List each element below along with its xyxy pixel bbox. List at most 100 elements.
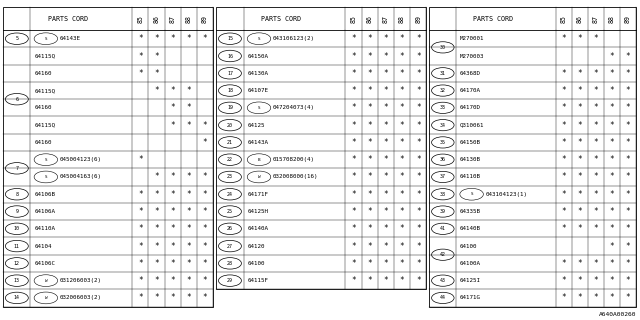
Text: *: * [609,103,614,112]
Text: 37: 37 [440,174,446,180]
Text: 7: 7 [15,166,19,171]
Text: *: * [578,190,582,199]
Text: *: * [593,224,598,233]
Text: *: * [383,103,388,112]
Text: *: * [625,155,630,164]
Text: *: * [383,224,388,233]
Text: *: * [416,103,420,112]
Text: *: * [609,259,614,268]
Text: 64106B: 64106B [35,192,55,197]
Text: S: S [258,106,260,110]
Text: *: * [170,86,175,95]
Text: *: * [138,155,143,164]
Text: *: * [203,121,207,130]
Text: *: * [367,224,372,233]
Text: *: * [367,242,372,251]
Text: *: * [187,121,191,130]
Text: A640A00260: A640A00260 [599,312,637,317]
Text: 043106123(2): 043106123(2) [273,36,315,41]
Text: 86: 86 [577,14,583,22]
Text: *: * [187,293,191,302]
Text: *: * [203,34,207,43]
Text: *: * [400,155,404,164]
Text: *: * [400,172,404,181]
Text: *: * [154,69,159,78]
Text: *: * [562,224,566,233]
Text: *: * [367,207,372,216]
Text: *: * [609,69,614,78]
Text: 64368D: 64368D [460,71,481,76]
Text: 64170A: 64170A [460,88,481,93]
Text: *: * [625,259,630,268]
Text: *: * [383,190,388,199]
Text: 64110A: 64110A [35,226,55,231]
Text: *: * [383,276,388,285]
Text: 39: 39 [440,209,446,214]
Text: *: * [367,190,372,199]
Text: *: * [383,242,388,251]
Text: *: * [593,190,598,199]
Text: *: * [416,69,420,78]
Text: *: * [625,52,630,60]
Text: *: * [187,103,191,112]
Text: 64100: 64100 [460,244,477,249]
Text: *: * [170,224,175,233]
Text: 043104123(1): 043104123(1) [485,192,527,197]
Text: *: * [593,155,598,164]
Text: *: * [383,86,388,95]
Text: *: * [187,259,191,268]
Text: *: * [154,276,159,285]
Text: W: W [45,296,47,300]
Text: 20: 20 [227,123,233,128]
Text: *: * [562,69,566,78]
Text: *: * [383,69,388,78]
Text: 64160: 64160 [35,140,52,145]
Text: 64171G: 64171G [460,295,481,300]
Text: *: * [625,242,630,251]
Text: M270001: M270001 [460,36,484,41]
Text: *: * [154,52,159,60]
Text: *: * [562,138,566,147]
Text: *: * [625,224,630,233]
Text: 64143A: 64143A [248,140,268,145]
Text: 16: 16 [227,53,233,59]
Text: *: * [593,103,598,112]
Text: *: * [138,207,143,216]
Text: *: * [170,190,175,199]
Text: *: * [187,276,191,285]
Text: *: * [154,190,159,199]
Text: 88: 88 [399,14,405,22]
Text: 8: 8 [15,192,19,197]
Text: *: * [154,34,159,43]
Text: 64170D: 64170D [460,105,481,110]
Text: *: * [383,207,388,216]
Text: *: * [400,121,404,130]
Text: *: * [203,293,207,302]
Text: 64107E: 64107E [248,88,268,93]
Text: 28: 28 [227,261,233,266]
Text: 64335B: 64335B [460,209,481,214]
Text: 32: 32 [440,88,446,93]
Text: S: S [470,192,473,196]
Text: *: * [351,155,356,164]
Text: PARTS CORD: PARTS CORD [261,16,301,21]
Text: *: * [416,52,420,60]
Text: *: * [593,86,598,95]
Text: 64106A: 64106A [35,209,55,214]
Text: *: * [593,293,598,302]
Text: *: * [138,293,143,302]
Text: *: * [625,276,630,285]
Text: 64100: 64100 [248,261,265,266]
Text: 64106C: 64106C [35,261,55,266]
Text: *: * [400,242,404,251]
Text: 35: 35 [440,140,446,145]
Text: 89: 89 [202,14,208,22]
Text: 34: 34 [440,123,446,128]
Text: *: * [170,103,175,112]
Text: *: * [609,155,614,164]
Text: *: * [367,155,372,164]
Text: 12: 12 [14,261,20,266]
Text: 22: 22 [227,157,233,162]
Text: *: * [187,207,191,216]
Text: W: W [258,175,260,179]
